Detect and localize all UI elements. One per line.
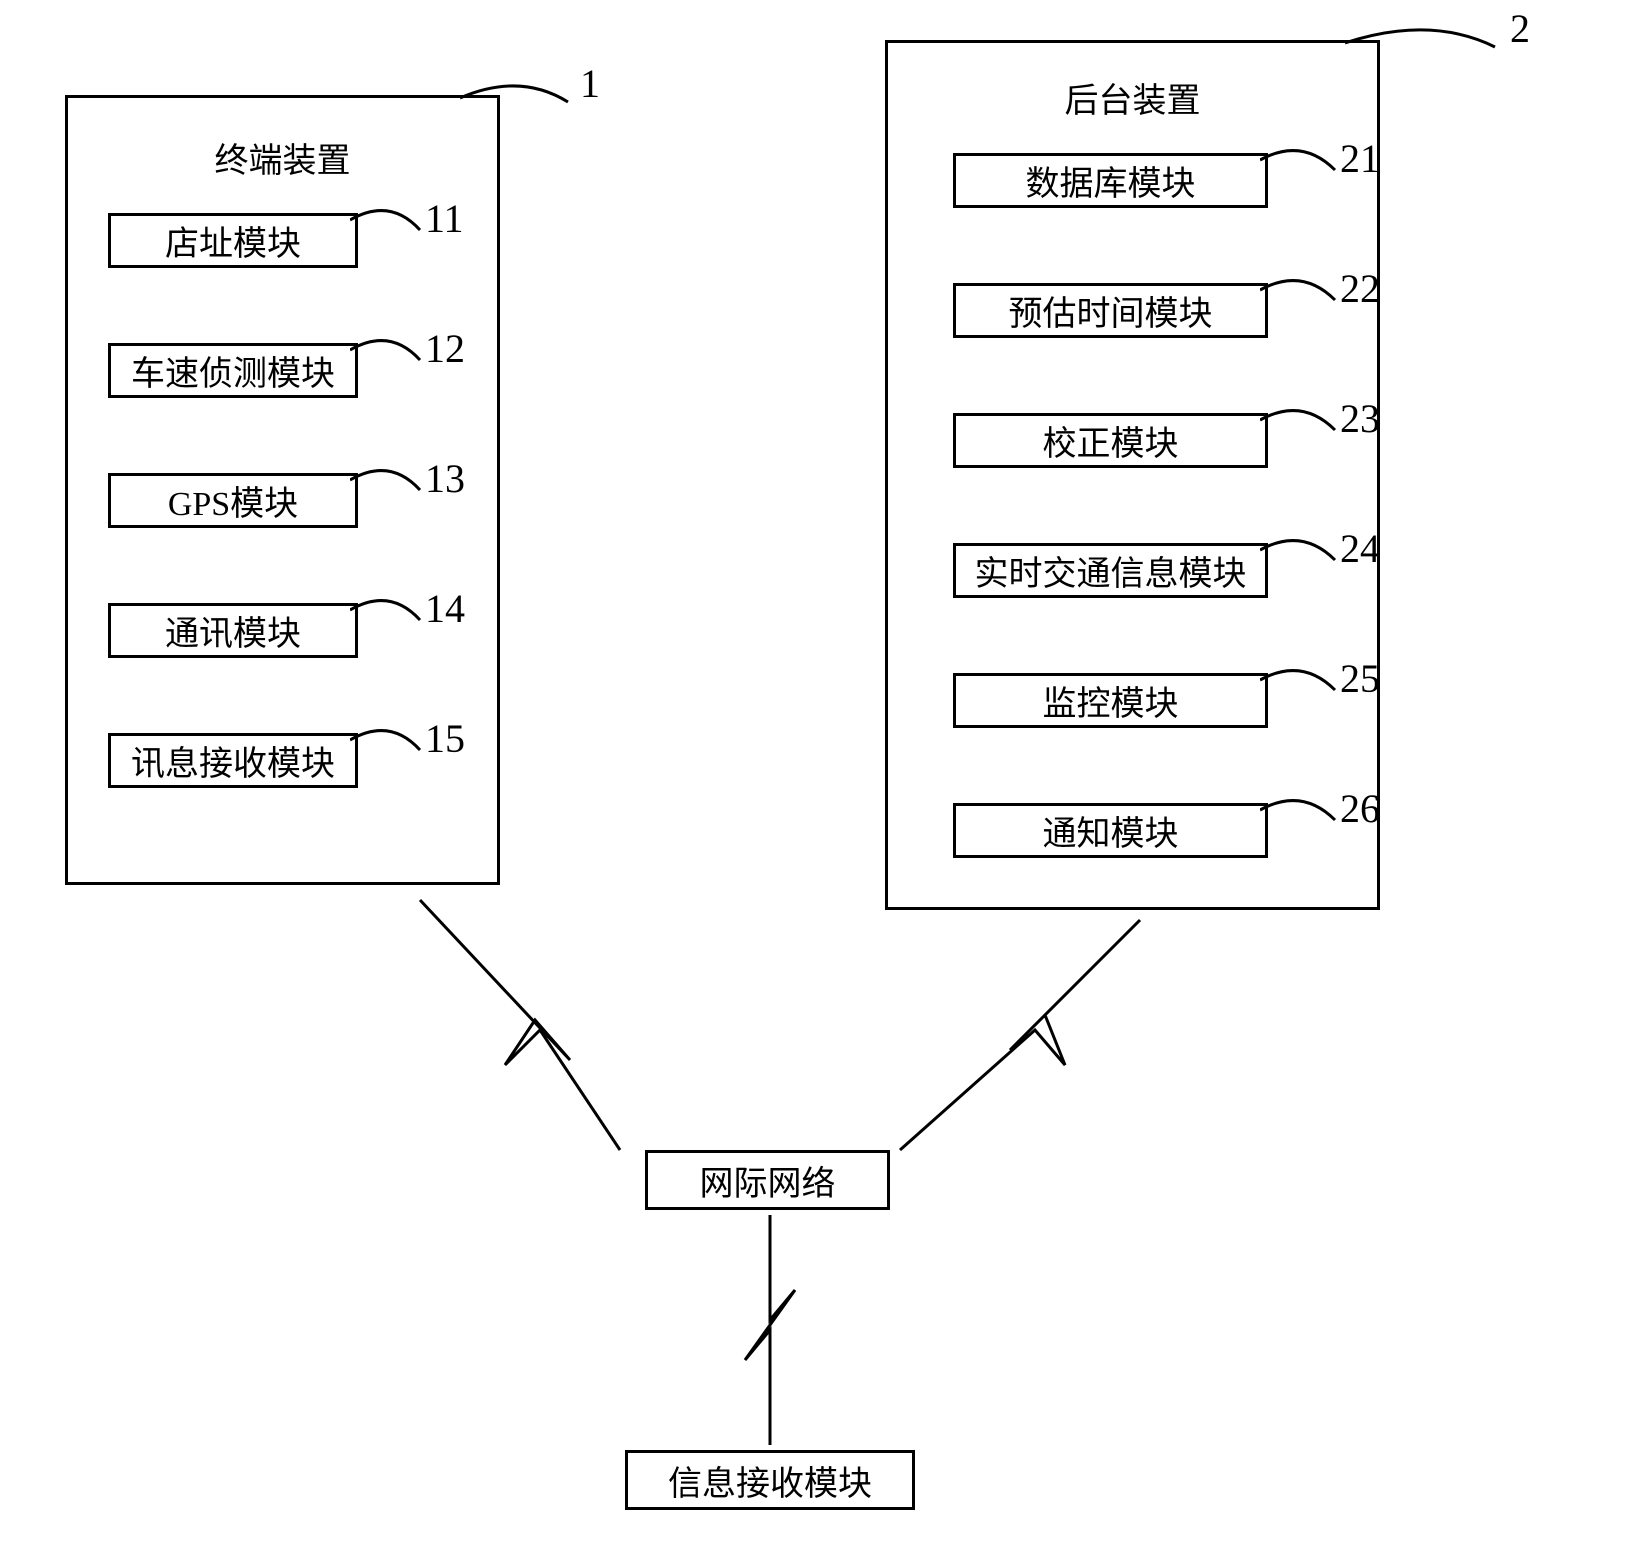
lead-line-25	[1260, 665, 1350, 710]
module-monitor: 监控模块	[953, 673, 1268, 728]
lead-line-12	[350, 335, 435, 380]
lead-line-23	[1260, 405, 1350, 450]
lead-line-14	[350, 595, 435, 640]
lead-line-26	[1260, 795, 1350, 840]
module-speed-detection: 车速侦测模块	[108, 343, 358, 398]
lead-line-24	[1260, 535, 1350, 580]
diagram-canvas: 终端装置 店址模块 车速侦测模块 GPS模块 通讯模块 讯息接收模块 1 11 …	[0, 0, 1639, 1566]
module-gps: GPS模块	[108, 473, 358, 528]
lead-line-2	[1345, 25, 1520, 75]
backend-device-title: 后台装置	[888, 73, 1377, 122]
lead-line-11	[350, 205, 435, 250]
terminal-device-title: 终端装置	[68, 133, 497, 182]
module-communication: 通讯模块	[108, 603, 358, 658]
wireless-link-left	[380, 890, 660, 1170]
module-message-receive: 讯息接收模块	[108, 733, 358, 788]
lead-line-22	[1260, 275, 1350, 320]
lead-line-1	[460, 80, 590, 130]
module-correction: 校正模块	[953, 413, 1268, 468]
wireless-link-bottom	[710, 1210, 830, 1455]
module-realtime-traffic: 实时交通信息模块	[953, 543, 1268, 598]
info-receive-node: 信息接收模块	[625, 1450, 915, 1510]
lead-line-13	[350, 465, 435, 510]
lead-line-21	[1260, 145, 1350, 190]
module-database: 数据库模块	[953, 153, 1268, 208]
wireless-link-right	[880, 910, 1180, 1170]
lead-line-15	[350, 725, 435, 770]
internet-node: 网际网络	[645, 1150, 890, 1210]
module-estimate-time: 预估时间模块	[953, 283, 1268, 338]
module-notify: 通知模块	[953, 803, 1268, 858]
module-store-address: 店址模块	[108, 213, 358, 268]
